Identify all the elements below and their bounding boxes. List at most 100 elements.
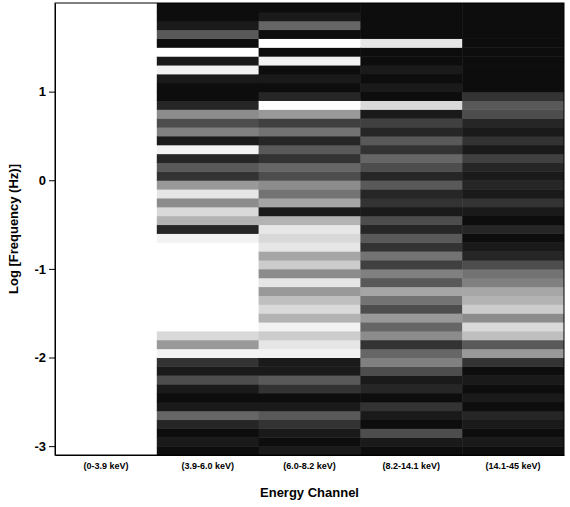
cell [360, 163, 462, 172]
cell [462, 322, 564, 331]
cell [157, 304, 259, 313]
cell [259, 136, 361, 145]
cell [462, 420, 564, 429]
cell [157, 30, 259, 39]
cell [462, 402, 564, 411]
cell [360, 65, 462, 74]
cell [462, 446, 564, 455]
cell [259, 340, 361, 349]
x-axis: (0-3.9 keV)(3.9-6.0 keV)(6.0-8.2 keV)(8.… [56, 455, 565, 471]
cell [259, 47, 361, 56]
cell [55, 30, 157, 39]
cell [462, 375, 564, 384]
y-tick-label: -2 [34, 350, 46, 365]
cell [360, 171, 462, 180]
cell [259, 402, 361, 411]
cell [55, 251, 157, 260]
cell [55, 225, 157, 234]
cell [360, 260, 462, 269]
cell [259, 251, 361, 260]
cell [462, 12, 564, 21]
cell [55, 446, 157, 455]
cell [259, 393, 361, 402]
cell [259, 74, 361, 83]
cell [259, 313, 361, 322]
cell [360, 340, 462, 349]
cell [462, 38, 564, 47]
cell [360, 56, 462, 65]
cell [55, 216, 157, 225]
cell [259, 287, 361, 296]
cell [55, 233, 157, 242]
cell [55, 3, 157, 12]
cell [157, 118, 259, 127]
cell [259, 420, 361, 429]
cell [360, 402, 462, 411]
y-tick-mark [49, 269, 55, 270]
cell [55, 21, 157, 30]
cell [55, 163, 157, 172]
y-tick: -3 [34, 439, 55, 454]
cell [259, 366, 361, 375]
cell [157, 83, 259, 92]
cell [462, 74, 564, 83]
cell [157, 437, 259, 446]
x-tick: (3.9-6.0 keV) [181, 455, 234, 471]
cell [462, 340, 564, 349]
cell [157, 189, 259, 198]
cell [55, 269, 157, 278]
cell [55, 136, 157, 145]
cell [259, 21, 361, 30]
y-axis-line [55, 4, 56, 456]
cell [157, 384, 259, 393]
cell [55, 331, 157, 340]
y-tick-label: -3 [34, 439, 46, 454]
y-tick-mark [49, 180, 55, 181]
cell [259, 322, 361, 331]
cell [259, 30, 361, 39]
cell [259, 411, 361, 420]
cell [462, 100, 564, 109]
cell [360, 375, 462, 384]
cell [360, 21, 462, 30]
cell [157, 3, 259, 12]
cell [259, 189, 361, 198]
cell [259, 65, 361, 74]
cell [55, 393, 157, 402]
cell [55, 12, 157, 21]
cell [360, 180, 462, 189]
cell [55, 340, 157, 349]
cell [259, 242, 361, 251]
cell [360, 198, 462, 207]
y-tick: 0 [39, 173, 55, 188]
cell [259, 83, 361, 92]
cell [259, 92, 361, 101]
cell [360, 47, 462, 56]
y-tick: 1 [39, 84, 55, 99]
cell [55, 118, 157, 127]
cell [157, 420, 259, 429]
x-tick: (8.2-14.1 keV) [383, 455, 441, 471]
cell [157, 21, 259, 30]
cell [55, 47, 157, 56]
cell [360, 30, 462, 39]
cell [55, 109, 157, 118]
cell [55, 65, 157, 74]
cell [55, 207, 157, 216]
cell [55, 366, 157, 375]
cell [55, 313, 157, 322]
cell [259, 225, 361, 234]
cell [462, 180, 564, 189]
cell [259, 127, 361, 136]
cell [157, 295, 259, 304]
cell [259, 109, 361, 118]
cell [360, 446, 462, 455]
cell [360, 366, 462, 375]
frame [55, 3, 564, 455]
cell [55, 278, 157, 287]
cell [157, 136, 259, 145]
cell [157, 74, 259, 83]
cell [259, 437, 361, 446]
cell [55, 260, 157, 269]
cell [360, 12, 462, 21]
